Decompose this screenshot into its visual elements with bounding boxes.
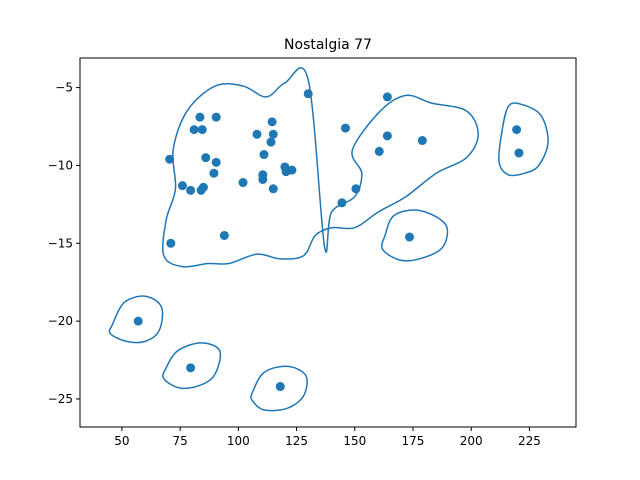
data-point-0 [133,316,143,326]
data-point-34 [382,92,392,102]
data-point-12 [201,153,211,163]
data-point-36 [405,232,415,242]
x-tick-label: 50 [114,434,129,448]
scatter-points [133,89,524,392]
y-axis-ticks: −5 −10 −15 −20 −25 [48,81,80,406]
contour-line-4 [162,342,222,390]
data-point-10 [197,125,207,135]
data-point-30 [337,198,347,208]
data-point-16 [219,230,229,240]
data-point-38 [512,125,522,135]
data-point-37 [417,136,427,146]
data-point-28 [287,165,297,175]
data-point-35 [382,131,392,141]
data-point-25 [268,184,278,194]
chart-title: Nostalgia 77 [284,37,372,53]
data-point-1 [186,363,196,373]
data-point-15 [211,112,221,122]
contour-line-2 [380,209,449,262]
data-point-24 [268,129,278,139]
x-tick-label: 175 [402,434,425,448]
data-point-29 [303,89,313,99]
data-point-32 [351,184,361,194]
plot-frame [79,57,577,428]
contour-line-5 [250,365,308,412]
contour-line-1 [498,102,549,177]
data-point-31 [340,123,350,133]
data-point-6 [186,185,196,195]
data-point-20 [258,174,268,184]
data-point-39 [514,148,524,158]
data-point-4 [166,238,176,248]
x-tick-label: 100 [227,434,250,448]
y-tick-label: −15 [48,236,73,250]
data-point-33 [374,146,384,156]
data-point-17 [238,178,248,188]
data-point-7 [189,125,199,135]
x-tick-label: 150 [343,434,366,448]
data-point-22 [266,137,276,147]
data-point-21 [259,150,269,160]
contour-layer [108,67,549,412]
data-point-11 [198,182,208,192]
y-tick-label: −25 [48,392,73,406]
data-point-14 [211,157,221,167]
y-tick-label: −10 [48,158,73,172]
contour-line-0 [162,67,479,268]
y-tick-label: −5 [55,81,73,95]
x-tick-label: 200 [460,434,483,448]
x-tick-label: 225 [518,434,541,448]
x-axis-ticks: 50 75 100 125 150 175 200 225 [114,427,541,448]
data-point-5 [177,181,187,191]
data-point-8 [195,112,205,122]
data-point-18 [252,129,262,139]
data-point-2 [275,382,285,392]
data-point-3 [165,154,175,164]
contour-line-3 [108,295,164,344]
data-point-13 [209,168,219,178]
x-tick-label: 75 [172,434,187,448]
data-point-23 [267,117,277,127]
x-tick-label: 125 [285,434,308,448]
y-tick-label: −20 [48,314,73,328]
